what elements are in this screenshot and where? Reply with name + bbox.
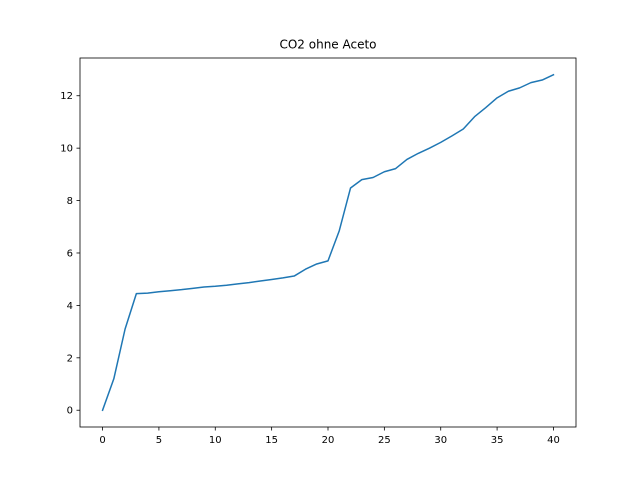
x-tick-label: 15 xyxy=(265,435,278,446)
y-tick-label: 10 xyxy=(60,144,73,155)
chart-title: CO2 ohne Aceto xyxy=(279,38,376,52)
y-tick-label: 8 xyxy=(67,196,73,207)
x-tick-label: 25 xyxy=(378,435,391,446)
x-tick-label: 20 xyxy=(322,435,335,446)
x-tick-label: 5 xyxy=(156,435,162,446)
y-tick-label: 4 xyxy=(67,301,73,312)
y-tick-label: 0 xyxy=(67,406,73,417)
y-tick-label: 12 xyxy=(60,91,73,102)
plot-area: 0 5 10 15 20 25 30 35 40 0 2 4 6 8 10 12 xyxy=(60,57,577,446)
x-tick-label: 35 xyxy=(491,435,504,446)
x-tick-label: 10 xyxy=(209,435,222,446)
x-tick-label: 30 xyxy=(434,435,447,446)
y-tick-label: 2 xyxy=(67,353,73,364)
x-tick-label: 0 xyxy=(99,435,105,446)
series-line-0 xyxy=(101,73,555,412)
x-tick-label: 40 xyxy=(547,435,560,446)
y-tick-label: 6 xyxy=(67,248,73,259)
